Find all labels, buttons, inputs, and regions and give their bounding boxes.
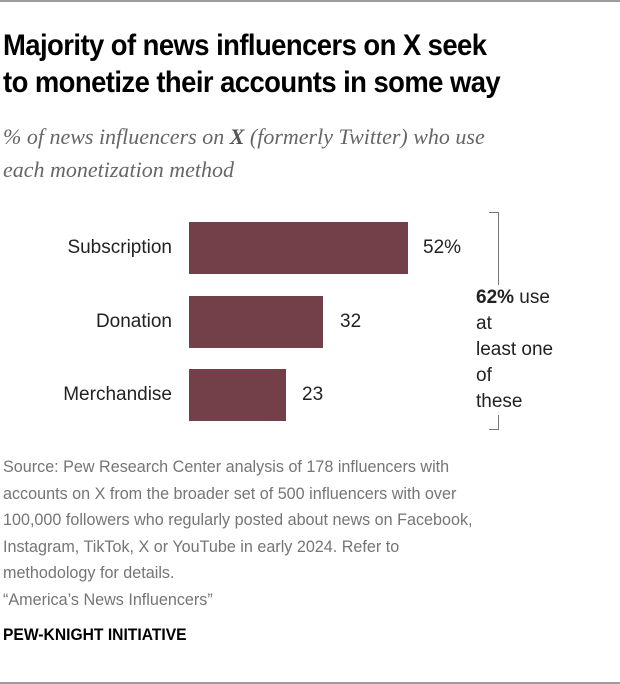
value-label-donation: 32	[340, 311, 362, 332]
chart-title: Majority of news influencers on X seek t…	[3, 27, 575, 101]
source-note: Source: Pew Research Center analysis of …	[3, 454, 584, 613]
annotation-percent: 62%	[476, 287, 515, 308]
bar-merchandise	[189, 369, 286, 421]
category-label-subscription: Subscription	[67, 237, 172, 258]
subtitle-x-emphasis: X	[229, 124, 245, 149]
org-label: PEW-KNIGHT INITIATIVE	[3, 625, 187, 644]
title-line-2: to monetize their accounts in some way	[3, 66, 501, 99]
bar-donation	[189, 296, 323, 348]
report-title: “America’s News Influencers”	[3, 589, 213, 609]
title-line-1: Majority of news influencers on X seek	[3, 29, 487, 62]
top-rule	[0, 0, 620, 2]
category-label-merchandise: Merchandise	[63, 384, 172, 405]
value-label-subscription: 52%	[423, 237, 462, 258]
category-label-donation: Donation	[95, 311, 172, 332]
bottom-rule	[0, 682, 620, 684]
value-label-merchandise: 23	[302, 384, 324, 405]
bracket-annotation: 62% use at least one of these	[476, 285, 556, 415]
bar-subscription	[189, 222, 408, 274]
chart-subtitle: % of news influencers on X (formerly Twi…	[3, 124, 485, 182]
